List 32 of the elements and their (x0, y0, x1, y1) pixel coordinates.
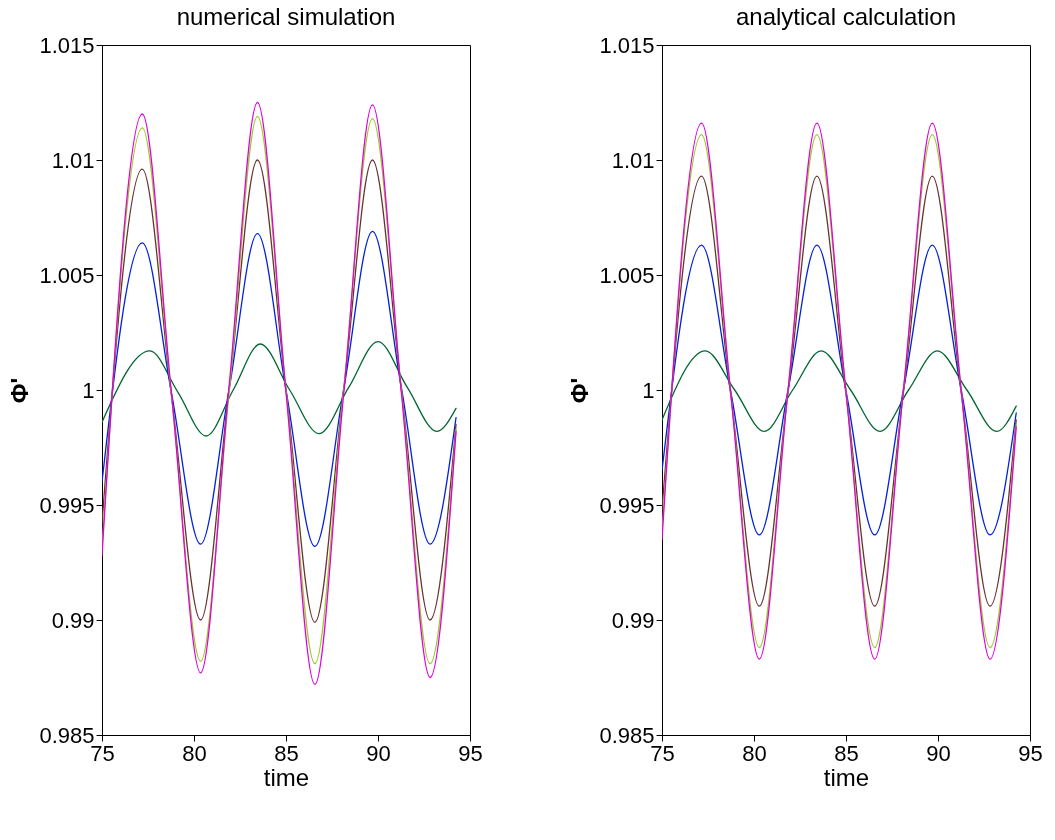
y-axis-title: Φ' (6, 377, 34, 404)
y-tick-label: 0.99 (611, 607, 655, 633)
y-tick-label: 1.015 (39, 32, 95, 58)
x-axis-title: time (263, 763, 310, 791)
line-series (102, 230, 457, 548)
line-series (662, 175, 1017, 607)
x-tick-label: 95 (1018, 740, 1043, 766)
chart-title: numerical simulation (176, 3, 396, 30)
y-tick-label: 1.01 (611, 147, 655, 173)
y-tick-label: 0.99 (51, 607, 95, 633)
y-tick-label: 1.015 (599, 32, 655, 58)
x-tick-label: 80 (742, 740, 767, 766)
y-tick-label: 1.005 (599, 262, 655, 288)
y-axis-title: Φ' (566, 377, 594, 404)
line-series (102, 159, 457, 623)
x-axis-title: time (823, 763, 870, 791)
y-tick-label: 0.995 (599, 492, 655, 518)
line-series (662, 350, 1017, 433)
y-tick-label: 0.995 (39, 492, 95, 518)
line-series (662, 244, 1017, 536)
x-tick-label: 90 (366, 740, 391, 766)
y-tick-label: 1.01 (51, 147, 95, 173)
x-tick-label: 95 (458, 740, 483, 766)
chart-title: analytical calculation (735, 3, 957, 30)
x-tick-label: 80 (182, 740, 207, 766)
y-tick-label: 1 (82, 377, 95, 403)
x-tick-label: 85 (274, 740, 299, 766)
x-tick-label: 90 (926, 740, 951, 766)
y-tick-label: 1 (642, 377, 655, 403)
line-series (102, 341, 457, 437)
y-tick-label: 1.005 (39, 262, 95, 288)
x-tick-label: 85 (834, 740, 859, 766)
